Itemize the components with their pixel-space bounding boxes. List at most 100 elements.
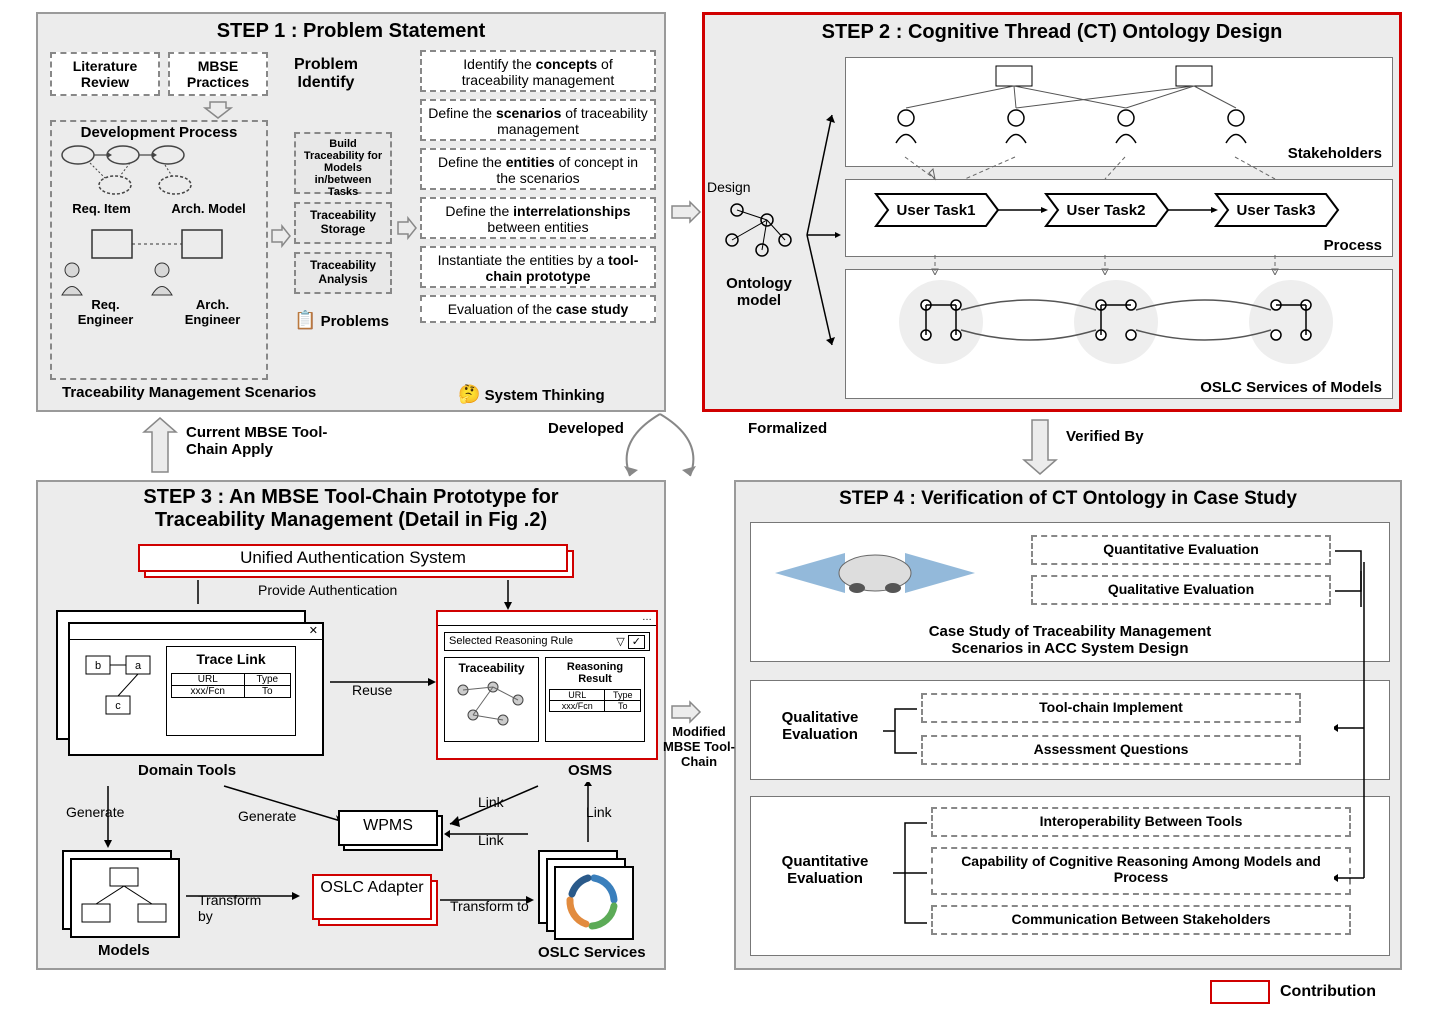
thinking-step-0: Identify the concepts of traceability ma… [420, 50, 656, 92]
trace-build-box: Build Traceability for Models in/between… [294, 132, 392, 194]
auth-arrows [138, 578, 568, 612]
qual-eval-box-top: Qualitative Evaluation [1031, 575, 1331, 605]
stake-task-arrows [845, 155, 1393, 185]
thinking-step-3: Define the interrelationships between en… [420, 197, 656, 239]
svg-text:User Task2: User Task2 [1067, 202, 1146, 219]
thinking-step-1: Define the scenarios of traceability man… [420, 99, 656, 141]
reasoning-result-label: Reasoning Result [549, 661, 641, 685]
current-apply-arrow [140, 414, 180, 478]
qual-item-1: Assessment Questions [921, 735, 1301, 765]
wpms-stack: WPMS [338, 810, 438, 852]
thinking-step-4: Instantiate the entities by a tool-chain… [420, 246, 656, 288]
traceability-label: Traceability [448, 661, 535, 675]
osms-label: OSMS [568, 762, 612, 779]
oslc-services-label2: OSLC Services [538, 944, 646, 961]
svg-text:c: c [115, 700, 121, 712]
scenarios-label: Traceability Management Scenarios [62, 384, 316, 401]
trace-link-label: Trace Link [171, 651, 291, 667]
model-diagram-icon [72, 860, 178, 936]
quant-eval-label: Quantitative Evaluation [765, 853, 885, 887]
thinking-column: Identify the concepts of traceability ma… [420, 50, 656, 323]
process-tasks: User Task1 User Task2 User Task3 [846, 180, 1394, 236]
qual-eval-label: Qualitative Evaluation [765, 709, 875, 743]
link-ar1 [444, 782, 544, 832]
quant-item-2: Communication Between Stakeholders [931, 905, 1351, 935]
step2-title: STEP 2 : Cognitive Thread (CT) Ontology … [822, 21, 1283, 44]
gen-ar2 [218, 782, 358, 830]
domain-tools-window: ✕ b a c Trace Link URLType xxx/FcnTo [56, 610, 326, 758]
svg-text:User Task3: User Task3 [1237, 202, 1316, 219]
step1-panel: STEP 1 : Problem Statement Literature Re… [36, 12, 666, 412]
system-thinking-label: 🤔 System Thinking [458, 384, 605, 405]
oslc-logo-icon [556, 868, 632, 938]
thinker-icon: 🤔 [458, 384, 480, 404]
step3-panel: STEP 3 : An MBSE Tool-Chain Prototype fo… [36, 480, 666, 970]
developed-arrow [610, 400, 730, 490]
svg-text:b: b [95, 660, 101, 672]
ontology-arrow-icon [797, 65, 847, 375]
oslc-adapter-stack: OSLC Adapter [312, 874, 432, 928]
arch-engineer-label: Arch. Engineer [178, 297, 248, 327]
models-label: Models [98, 942, 150, 959]
quant-item-0: Interoperability Between Tools [931, 807, 1351, 837]
req-item-label: Req. Item [72, 201, 131, 216]
ontology-icon [717, 195, 797, 275]
s1-to-s2-arrow [668, 200, 702, 224]
unified-auth-stack: Unified Authentication System [138, 544, 568, 576]
oslc-services-stack [538, 850, 638, 940]
quant-eval-box-top: Quantitative Evaluation [1031, 535, 1331, 565]
modified-arrow [668, 700, 702, 724]
quant-item-1: Capability of Cognitive Reasoning Among … [931, 847, 1351, 895]
oslc-services-label: OSLC Services of Models [1200, 379, 1382, 396]
step1-title: STEP 1 : Problem Statement [217, 20, 486, 43]
block-diagram-icon: b a c [76, 646, 166, 736]
process-flow-icon [60, 143, 260, 198]
legend-swatch [1210, 980, 1270, 1004]
stakeholders-panel: Stakeholders [845, 57, 1393, 167]
step4-title: STEP 4 : Verification of CT Ontology in … [839, 488, 1297, 510]
current-apply-label: Current MBSE Tool-Chain Apply [186, 424, 336, 458]
quant-bracket-icon [887, 807, 931, 937]
svg-text:User Task1: User Task1 [897, 202, 976, 219]
verified-arrow [1020, 414, 1060, 478]
trace-analysis-box: Traceability Analysis [294, 252, 392, 294]
domain-tools-label: Domain Tools [138, 762, 236, 779]
mbse-practices-box: MBSE Practices [168, 52, 268, 96]
step2-panel: STEP 2 : Cognitive Thread (CT) Ontology … [702, 12, 1402, 412]
transform-to-arrow [438, 890, 538, 910]
legend: Contribution [1210, 980, 1376, 1004]
ontology-model-label: Ontology model [719, 275, 799, 309]
trace-storage-box: Traceability Storage [294, 202, 392, 244]
process-label: Process [1324, 237, 1382, 254]
qualitative-section: Qualitative Evaluation Tool-chain Implem… [750, 680, 1390, 780]
design-label: Design [707, 179, 751, 195]
models-box [62, 850, 180, 938]
reuse-arrow [328, 672, 438, 692]
case-study-section: Quantitative Evaluation Qualitative Eval… [750, 522, 1390, 662]
verified-label: Verified By [1066, 428, 1144, 445]
modified-label: Modified MBSE Tool-Chain [660, 724, 738, 769]
thinking-step-5: Evaluation of the case study [420, 295, 656, 323]
step3-title: STEP 3 : An MBSE Tool-Chain Prototype fo… [38, 486, 664, 532]
osms-window: … Selected Reasoning Rule ▽ ✓ Traceabili… [436, 610, 658, 760]
qual-bracket-icon [877, 691, 921, 771]
oslc-services-panel: OSLC Services of Models [845, 269, 1393, 399]
right-arrow2-icon [396, 216, 418, 240]
dev-process-label: Development Process [52, 122, 266, 143]
req-engineer-label: Req. Engineer [71, 297, 141, 327]
down-arrow-icon [203, 100, 233, 120]
case-study-label: Case Study of Traceability Management Sc… [751, 623, 1389, 657]
link-ar2 [444, 826, 534, 842]
thinking-step-2: Define the entities of concept in the sc… [420, 148, 656, 190]
dev-process-box: Development Process Req. Item Arch. Mode… [50, 120, 268, 380]
gen-ar1 [98, 782, 118, 852]
qual-item-0: Tool-chain Implement [921, 693, 1301, 723]
right-connector [1334, 558, 1384, 898]
arch-model-label: Arch. Model [171, 201, 245, 216]
engineers-icon [52, 220, 262, 300]
svg-text:a: a [135, 660, 142, 672]
acc-car-icon [765, 533, 985, 613]
legend-label: Contribution [1280, 983, 1376, 1001]
task-oslc-arrows [845, 253, 1393, 275]
lit-review-box: Literature Review [50, 52, 160, 96]
